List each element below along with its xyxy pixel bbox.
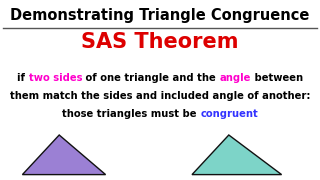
Text: congruent: congruent xyxy=(200,109,258,119)
Text: SAS Theorem: SAS Theorem xyxy=(81,31,239,51)
Text: if: if xyxy=(17,73,28,83)
Polygon shape xyxy=(192,135,282,175)
Text: those triangles must be: those triangles must be xyxy=(62,109,200,119)
Text: Demonstrating Triangle Congruence: Demonstrating Triangle Congruence xyxy=(10,8,310,23)
Text: them match the sides and included angle of another:: them match the sides and included angle … xyxy=(10,91,310,101)
Text: angle: angle xyxy=(220,73,251,83)
Text: two sides: two sides xyxy=(28,73,82,83)
Polygon shape xyxy=(22,135,106,175)
Text: between: between xyxy=(251,73,303,83)
Text: of one triangle and the: of one triangle and the xyxy=(82,73,220,83)
